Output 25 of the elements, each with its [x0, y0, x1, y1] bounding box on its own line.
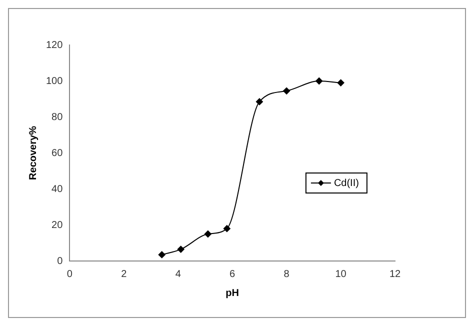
- y-tick-label: 100: [46, 76, 64, 87]
- point: [223, 225, 230, 232]
- point: [337, 79, 344, 86]
- y-tick-label: 20: [52, 220, 64, 231]
- x-tick-label: 4: [175, 268, 182, 280]
- point: [177, 246, 184, 253]
- x-tick-label: 8: [284, 268, 290, 280]
- point: [204, 230, 212, 238]
- y-tick-label: 0: [57, 256, 64, 267]
- y-tick-label: 60: [52, 148, 64, 159]
- x-tick-label: 12: [389, 268, 401, 280]
- y-axis-title: Recovery%: [28, 126, 39, 180]
- point: [283, 87, 290, 94]
- y-tick-label: 40: [52, 184, 64, 195]
- x-axis-title: pH: [226, 288, 240, 299]
- point: [316, 78, 323, 84]
- y-tick-label: 80: [52, 112, 64, 123]
- x-tick-label: 0: [66, 268, 73, 280]
- y-tick-label: 120: [46, 40, 64, 51]
- point: [158, 251, 166, 258]
- x-tick-label: 6: [230, 268, 236, 280]
- legend-label: Cd(II): [334, 178, 359, 189]
- x-tick-label: 10: [335, 268, 347, 280]
- point: [256, 98, 263, 106]
- x-tick-label: 2: [121, 268, 128, 280]
